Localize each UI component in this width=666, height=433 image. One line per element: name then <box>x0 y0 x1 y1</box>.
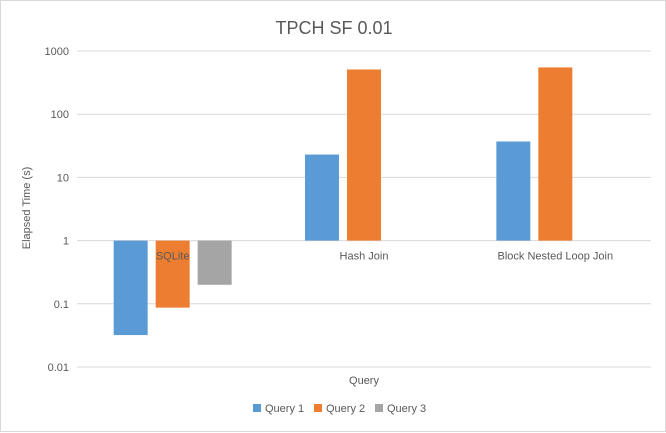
bar-2-0 <box>496 141 531 241</box>
category-label-0: SQLite <box>156 251 190 263</box>
y-tick-label-0: 1000 <box>45 46 69 58</box>
category-labels: SQLite Hash Join Block Nested Loop Join <box>156 251 613 263</box>
y-axis-label: Elapsed Time (s) <box>21 167 33 250</box>
y-axis-ticks: 1000 100 10 1 0.1 0.01 <box>45 46 69 374</box>
legend-swatch-2 <box>375 404 383 412</box>
bar-1-1 <box>347 69 381 241</box>
bars <box>113 67 573 336</box>
legend-label-0: Query 1 <box>265 403 304 415</box>
legend-swatch-1 <box>314 404 322 412</box>
bar-0-2 <box>197 240 232 285</box>
y-tick-label-1: 100 <box>51 109 69 121</box>
legend: Query 1 Query 2 Query 3 <box>253 403 426 415</box>
legend-label-2: Query 3 <box>387 403 426 415</box>
bar-1-0 <box>305 154 339 241</box>
bar-0-0 <box>113 240 148 336</box>
legend-swatch-0 <box>253 404 261 412</box>
category-label-1: Hash Join <box>340 251 389 263</box>
y-tick-label-2: 10 <box>57 172 69 184</box>
bar-2-1 <box>538 67 573 241</box>
y-tick-label-3: 1 <box>63 236 69 248</box>
legend-label-1: Query 2 <box>326 403 365 415</box>
chart-title: TPCH SF 0.01 <box>275 18 392 38</box>
x-axis-label: Query <box>349 375 379 387</box>
y-tick-label-5: 0.01 <box>48 362 69 374</box>
category-label-2: Block Nested Loop Join <box>498 251 614 263</box>
y-tick-label-4: 0.1 <box>54 299 69 311</box>
bar-0-1 <box>155 240 190 308</box>
